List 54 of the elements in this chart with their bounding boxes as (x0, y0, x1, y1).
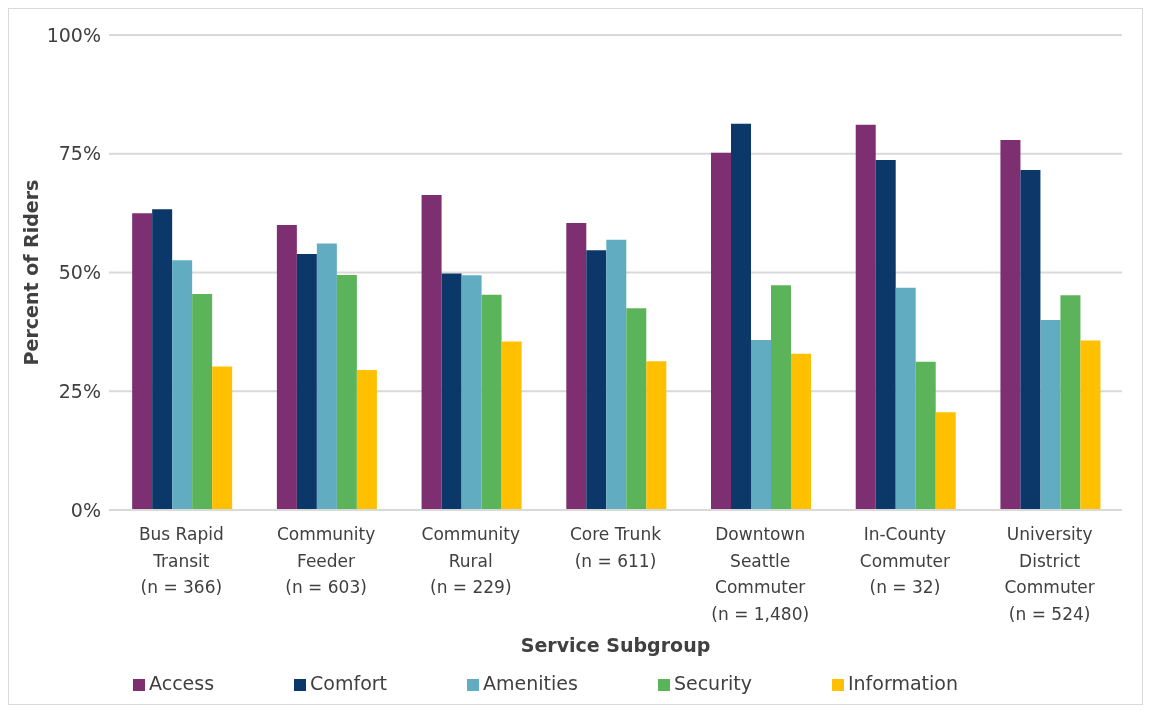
bar (606, 239, 627, 510)
bar (586, 250, 607, 510)
bar (441, 273, 462, 510)
bar (172, 260, 193, 510)
legend-label: Amenities (483, 672, 578, 694)
legend-label: Comfort (310, 672, 388, 694)
bar (731, 123, 752, 510)
bar (646, 361, 667, 510)
x-axis-title: Service Subgroup (520, 634, 711, 656)
bar (771, 285, 792, 510)
bar (132, 213, 153, 510)
bar (566, 223, 587, 510)
bar (915, 361, 936, 510)
y-axis-title: Percent of Riders (19, 179, 42, 366)
bar (751, 339, 772, 510)
bar (316, 243, 337, 510)
bar (461, 275, 482, 510)
legend-label: Security (673, 672, 752, 694)
bar (711, 152, 732, 510)
x-tick-label: Downtown Seattle Commuter (n = 1,480) (711, 524, 810, 624)
bar (1060, 295, 1081, 510)
bar (501, 341, 522, 510)
bar (1020, 169, 1041, 510)
bar (791, 353, 812, 510)
y-tick-label: 75% (58, 142, 101, 165)
bar (1080, 340, 1101, 510)
bar (212, 366, 233, 510)
x-tick-label: University District Commuter (n = 524) (1004, 524, 1095, 624)
bar (421, 195, 442, 510)
bar (276, 225, 297, 510)
y-tick-label: 25% (58, 379, 101, 402)
y-tick-label: 0% (70, 498, 101, 521)
legend-label: Information (847, 672, 958, 694)
x-tick-label: Community Feeder (n = 603) (276, 524, 376, 597)
bar (481, 294, 502, 510)
bar (875, 159, 896, 510)
x-tick-label: Core Trunk (n = 611) (569, 524, 662, 571)
bar (1000, 139, 1021, 510)
y-tick-label: 50% (58, 261, 101, 284)
bar (336, 274, 357, 510)
bar (895, 287, 916, 510)
bar (1040, 320, 1061, 510)
y-tick-label: 100% (46, 23, 101, 46)
legend-label: Access (149, 672, 215, 694)
bar (626, 308, 647, 510)
x-tick-label: Bus Rapid Transit (n = 366) (138, 524, 224, 597)
bar (356, 369, 377, 510)
bar (192, 293, 213, 510)
bar (855, 124, 876, 510)
bar (935, 412, 956, 510)
bar (296, 253, 317, 510)
x-tick-label: In-County Commuter (n = 32) (859, 524, 951, 597)
x-tick-label: Community Rural (n = 229) (421, 524, 520, 597)
bar (152, 209, 173, 510)
